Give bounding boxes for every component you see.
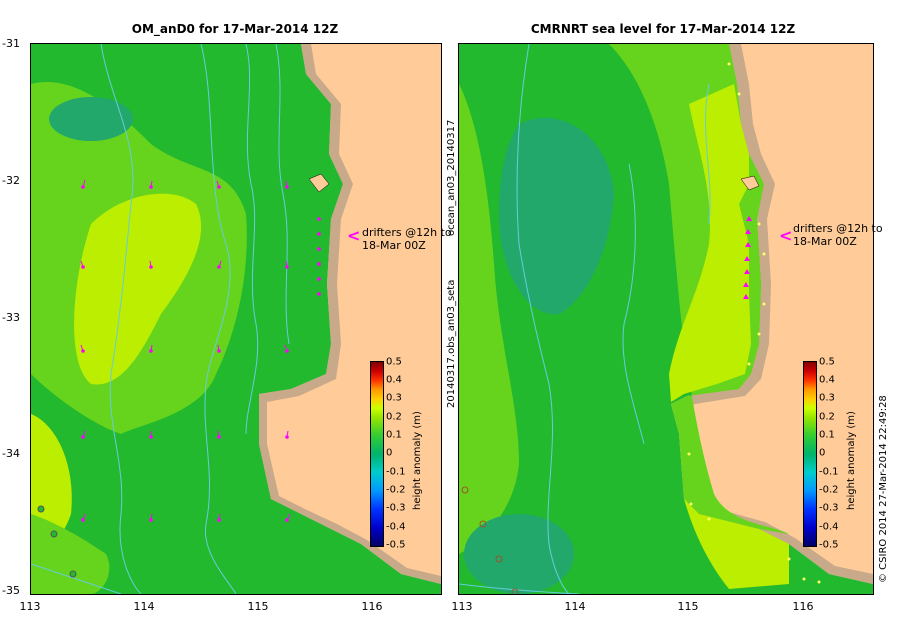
drifter-arrow-icon: <: [347, 226, 361, 245]
y-tick-label: -33: [2, 311, 20, 324]
drifter-note: drifters @12h to 18-Mar 00Z: [793, 222, 883, 248]
drifter-note-line-1: drifters @12h to: [793, 222, 883, 235]
drifter-markers: [743, 216, 752, 299]
run-id-label: ocean_an03_20140317: [446, 119, 457, 236]
colorbar-label: 0.5: [819, 356, 835, 368]
y-tick-label: -34: [2, 447, 20, 460]
colorbar-label: 0.3: [386, 392, 402, 404]
colorbar-label: -0.2: [386, 484, 406, 496]
colorbar-label: 0.4: [386, 374, 402, 386]
observation-sites: [37, 505, 77, 578]
y-tick-label: -31: [2, 37, 20, 50]
left-map-panel: [30, 43, 442, 595]
right-map-panel: [458, 43, 874, 595]
x-tick-label: 114: [133, 600, 155, 613]
colorbar-label: 0.2: [386, 411, 402, 423]
y-tick-label: -35: [2, 584, 20, 597]
right-colorbar: [803, 361, 817, 547]
x-tick-label: 116: [361, 600, 383, 613]
x-tick-label: 113: [19, 600, 41, 613]
teal-low: [49, 97, 133, 141]
colorbar-label: -0.1: [819, 466, 839, 478]
colorbar-label: 0: [386, 447, 393, 459]
x-tick-label: 114: [564, 600, 586, 613]
colorbar-label: 0.1: [819, 429, 835, 441]
yellow-band-south: [684, 499, 789, 589]
drifter-markers: [81, 185, 321, 522]
credit-label: © CSIRO 2014 27-Mar-2014 22:49:28: [878, 395, 889, 583]
colorbar-label: -0.3: [819, 502, 839, 514]
colorbar-label: 0.1: [386, 429, 402, 441]
left-map-svg: [31, 44, 441, 594]
colorbar-label: 0.4: [819, 374, 835, 386]
contour-lines: [459, 44, 711, 594]
right-panel-title: CMRNRT sea level for 17-Mar-2014 12Z: [530, 22, 796, 36]
teal-low-north: [499, 117, 614, 315]
left-colorbar: [370, 361, 384, 547]
colorbar-label: 0: [819, 447, 826, 459]
drifter-arrow-icon: <: [779, 226, 793, 245]
island-marker: [308, 173, 330, 193]
light-green-left: [459, 84, 519, 554]
colorbar-label: 0.3: [819, 392, 835, 404]
colorbar-label: -0.5: [386, 539, 406, 551]
x-tick-label: 113: [451, 600, 473, 613]
colorbar-label: 0.2: [819, 411, 835, 423]
colorbar-label: -0.4: [386, 521, 406, 533]
colorbar-unit-label: height anomaly (m): [412, 411, 423, 510]
drifter-note-line-1: drifters @12h to: [362, 226, 452, 239]
yellow-band-north: [669, 84, 751, 402]
drifter-note: drifters @12h to 18-Mar 00Z: [362, 226, 452, 252]
x-tick-label: 116: [792, 600, 814, 613]
x-tick-label: 115: [677, 600, 699, 613]
yellow-high: [74, 193, 202, 385]
x-tick-label: 115: [247, 600, 269, 613]
drifter-note-line-2: 18-Mar 00Z: [793, 235, 857, 248]
island-marker: [740, 175, 760, 191]
yellow-high-sw: [31, 414, 72, 551]
contour-lines: [31, 44, 290, 594]
colorbar-label: -0.3: [386, 502, 406, 514]
observation-sites: [461, 486, 519, 594]
teal-low-south: [464, 514, 574, 594]
drifter-tracks: [80, 179, 291, 521]
drifter-note-line-2: 18-Mar 00Z: [362, 239, 426, 252]
colorbar-label: -0.1: [386, 466, 406, 478]
left-panel-title: OM_anD0 for 17-Mar-2014 12Z: [131, 22, 339, 36]
colorbar-label: 0.5: [386, 356, 402, 368]
obs-points: [687, 62, 821, 584]
colorbar-label: -0.5: [819, 539, 839, 551]
obs-id-label: 20140317.obs_an03_seta: [446, 279, 457, 408]
colorbar-label: -0.2: [819, 484, 839, 496]
colorbar-unit-label: height anomaly (m): [846, 411, 857, 510]
y-tick-label: -32: [2, 174, 20, 187]
right-map-svg: [459, 44, 873, 594]
colorbar-label: -0.4: [819, 521, 839, 533]
